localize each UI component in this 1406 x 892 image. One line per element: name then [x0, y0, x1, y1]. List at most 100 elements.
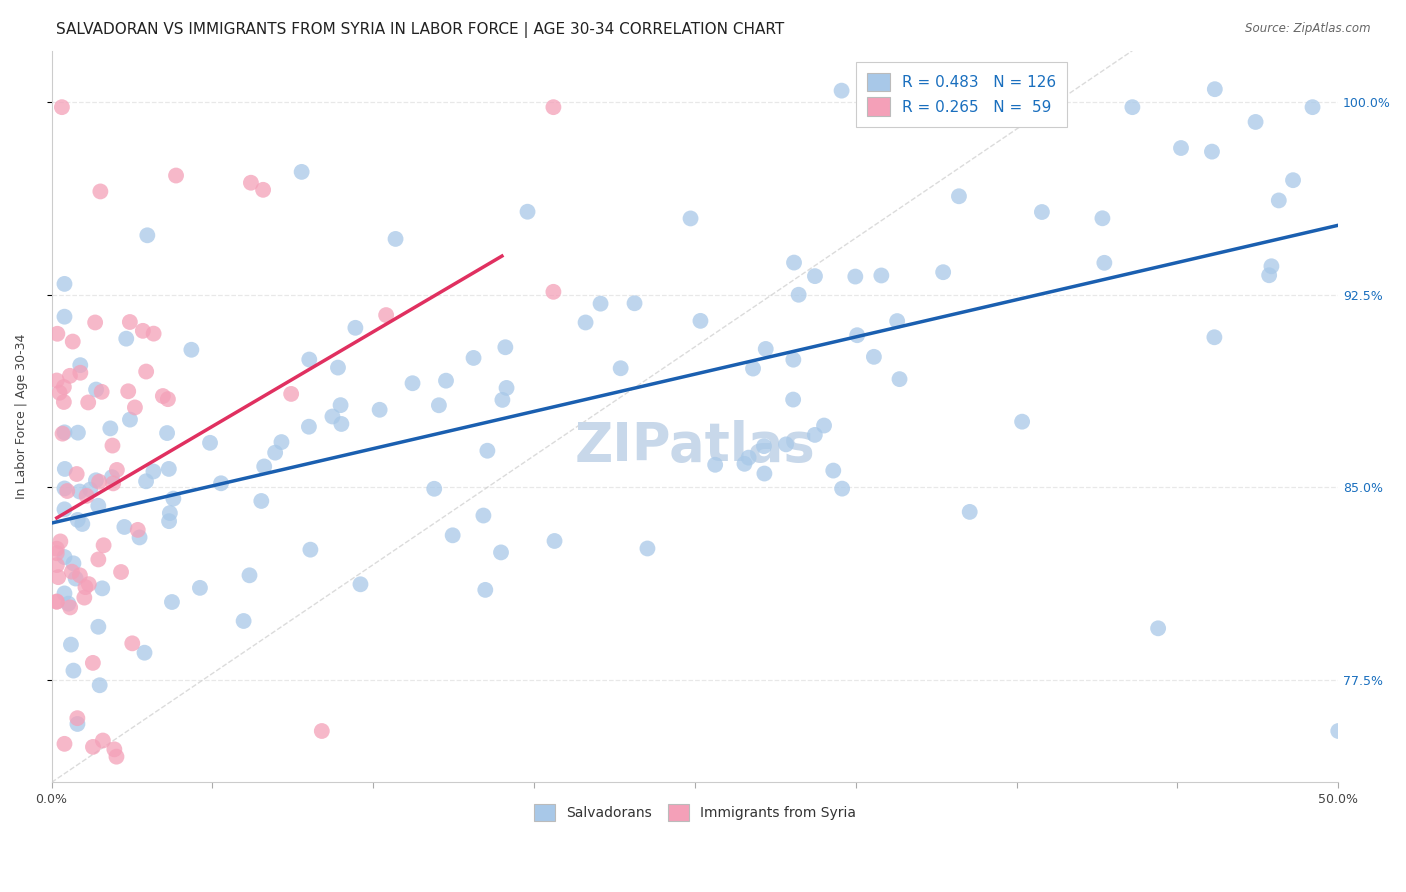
Point — [53, 277, 76, 291]
Point — [870, 268, 893, 283]
Point — [423, 482, 446, 496]
Point — [298, 419, 321, 434]
Point — [427, 398, 450, 412]
Point — [53, 310, 76, 324]
Point — [65, 572, 87, 586]
Point — [543, 533, 565, 548]
Point — [679, 211, 702, 226]
Point — [45, 374, 67, 388]
Point — [93, 538, 115, 552]
Point — [494, 340, 516, 354]
Point — [463, 351, 485, 365]
Point — [264, 445, 287, 459]
Point — [823, 464, 845, 478]
Point — [754, 467, 776, 481]
Point — [152, 389, 174, 403]
Point — [110, 565, 132, 579]
Point — [755, 342, 778, 356]
Point — [1201, 145, 1223, 159]
Point — [804, 428, 827, 442]
Point — [1282, 173, 1305, 187]
Text: ZIPatlas: ZIPatlas — [575, 420, 815, 472]
Point — [344, 321, 367, 335]
Point — [69, 484, 91, 499]
Point — [56, 483, 79, 498]
Point — [441, 528, 464, 542]
Point — [787, 287, 810, 301]
Point — [134, 646, 156, 660]
Point — [543, 100, 565, 114]
Point — [60, 565, 83, 579]
Point — [69, 358, 91, 372]
Point — [543, 285, 565, 299]
Point — [89, 678, 111, 692]
Point — [752, 439, 775, 453]
Point — [132, 324, 155, 338]
Point — [270, 435, 292, 450]
Point — [291, 165, 314, 179]
Point — [45, 546, 67, 560]
Point — [474, 582, 496, 597]
Point — [51, 426, 73, 441]
Point — [90, 384, 112, 399]
Point — [804, 269, 827, 284]
Point — [112, 520, 135, 534]
Point — [76, 489, 98, 503]
Point — [77, 395, 100, 409]
Point — [72, 516, 94, 531]
Point — [73, 591, 96, 605]
Point — [1121, 100, 1143, 114]
Point — [157, 462, 180, 476]
Point — [477, 443, 499, 458]
Point — [253, 459, 276, 474]
Point — [124, 401, 146, 415]
Point — [368, 402, 391, 417]
Point — [105, 749, 128, 764]
Point — [127, 523, 149, 537]
Point — [84, 316, 107, 330]
Point — [434, 374, 457, 388]
Point — [472, 508, 495, 523]
Point — [142, 465, 165, 479]
Point — [491, 392, 513, 407]
Point — [932, 265, 955, 279]
Point — [831, 482, 853, 496]
Point — [188, 581, 211, 595]
Point — [75, 580, 97, 594]
Point — [128, 530, 150, 544]
Point — [69, 568, 91, 582]
Point — [160, 595, 183, 609]
Point — [239, 176, 262, 190]
Point — [238, 568, 260, 582]
Point — [198, 435, 221, 450]
Point — [250, 494, 273, 508]
Point — [384, 232, 406, 246]
Point — [82, 739, 104, 754]
Point — [79, 483, 101, 497]
Point — [330, 417, 353, 431]
Point — [232, 614, 254, 628]
Point — [609, 361, 631, 376]
Point — [45, 541, 67, 556]
Point — [1260, 259, 1282, 273]
Point — [574, 316, 596, 330]
Point — [59, 368, 82, 383]
Point — [52, 380, 75, 394]
Text: Source: ZipAtlas.com: Source: ZipAtlas.com — [1246, 22, 1371, 36]
Point — [1244, 115, 1267, 129]
Point — [157, 514, 180, 528]
Point — [516, 204, 538, 219]
Point — [105, 463, 128, 477]
Point — [886, 314, 908, 328]
Point — [889, 372, 911, 386]
Point — [311, 724, 333, 739]
Point — [831, 84, 853, 98]
Point — [1031, 205, 1053, 219]
Point — [66, 711, 89, 725]
Point — [959, 505, 981, 519]
Point — [329, 398, 352, 412]
Point — [782, 392, 804, 407]
Point — [87, 499, 110, 513]
Point — [704, 458, 727, 472]
Point — [156, 425, 179, 440]
